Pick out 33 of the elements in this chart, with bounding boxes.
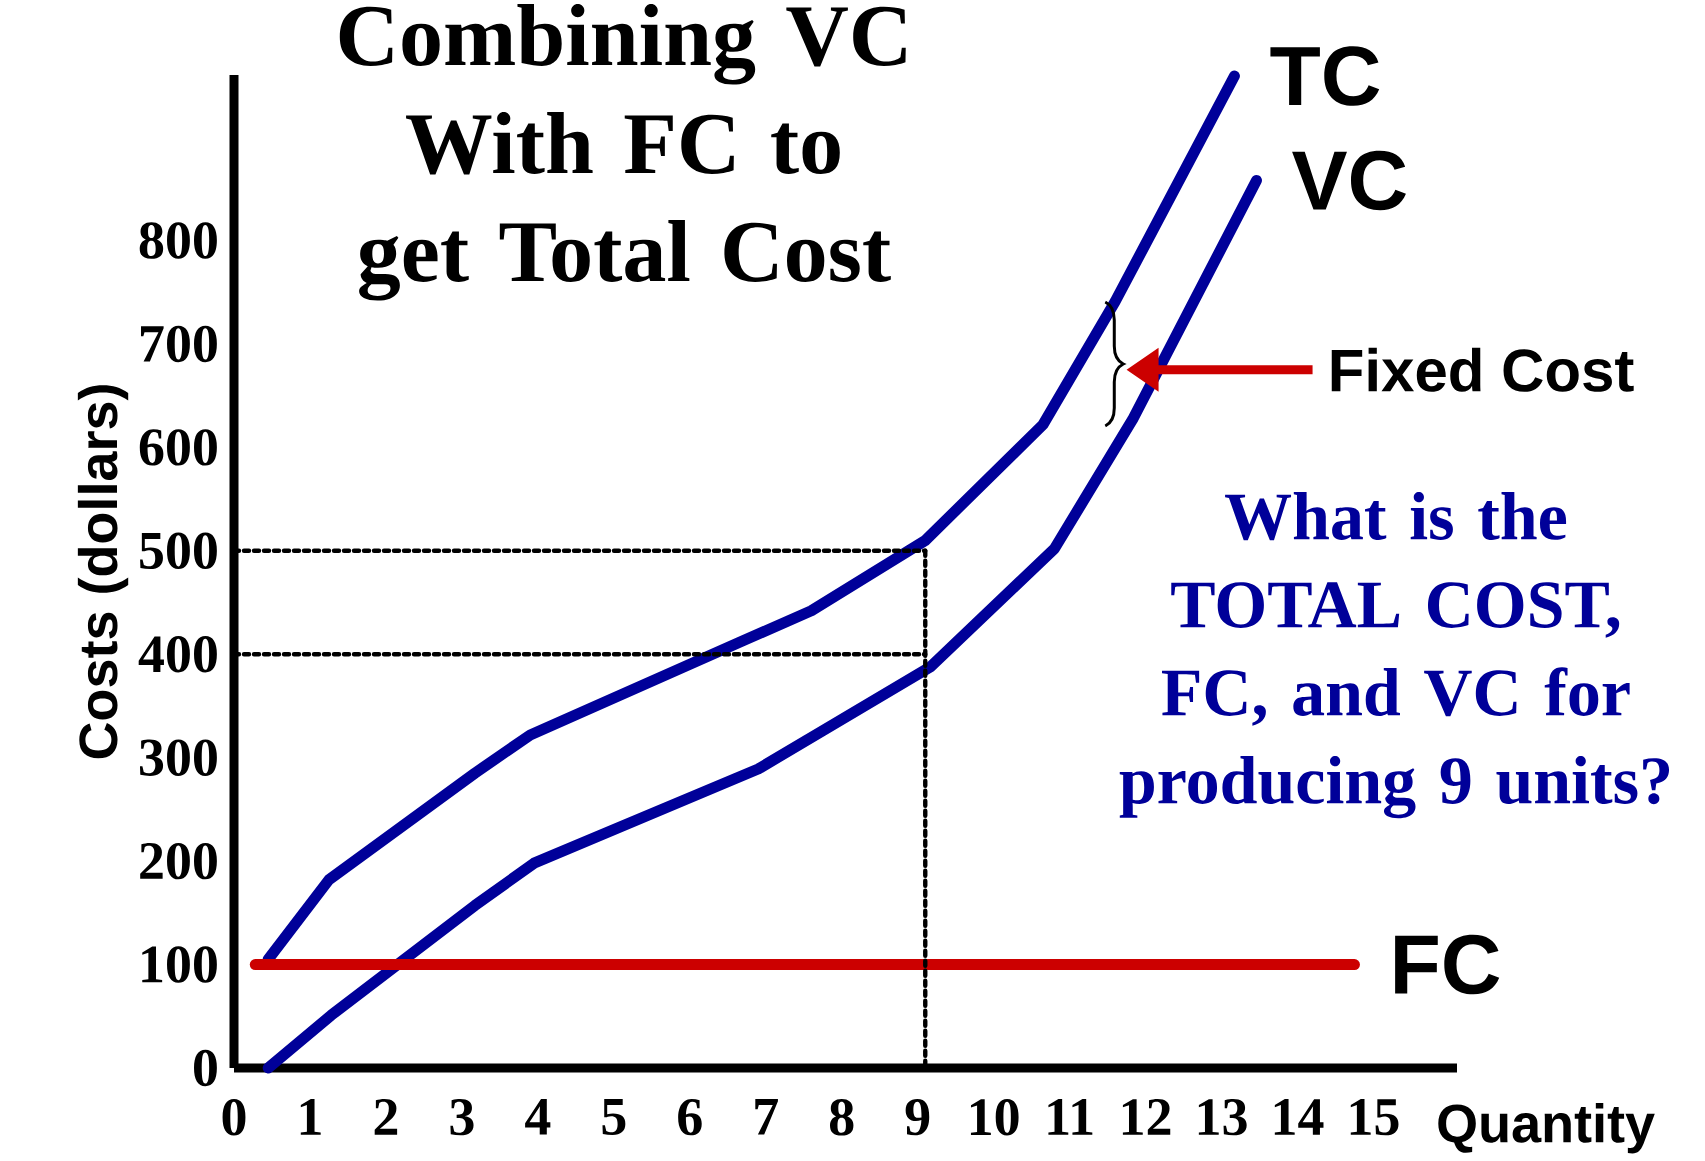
annotation: What is the TOTAL COST, FC, and VC for producing 9 units? <box>1119 492 1670 819</box>
y-tick-label: 500 <box>140 532 217 570</box>
x-tick-label: 13 <box>1198 1099 1247 1136</box>
chart-title: Combining VC With FC to get Total Cost <box>339 4 906 301</box>
x-tick-label: 7 <box>755 1099 778 1135</box>
y-tick-label: 0 <box>194 1049 217 1087</box>
y-tick-label: 700 <box>141 325 217 363</box>
x-tick-label: 11 <box>1048 1099 1093 1135</box>
series-label: TC <box>1270 46 1380 106</box>
x-tick-label: 2 <box>374 1099 398 1135</box>
x-tick-label: 3 <box>450 1099 474 1136</box>
x-tick-label: 5 <box>602 1099 626 1135</box>
y-tick-label: 600 <box>139 429 217 466</box>
y-axis-title: Costs (dollars) <box>77 385 129 759</box>
x-tick-label: 12 <box>1122 1099 1171 1135</box>
x-tick-label: 14 <box>1274 1099 1324 1135</box>
x-tick-label: 10 <box>970 1099 1019 1136</box>
series-label: VC <box>1292 150 1406 211</box>
y-tick-label: 300 <box>139 739 217 776</box>
y-tick-label: 400 <box>138 636 217 673</box>
x-tick-label: 8 <box>829 1099 854 1136</box>
x-tick-label: 15 <box>1350 1099 1399 1136</box>
x-tick-label: 0 <box>222 1099 246 1136</box>
y-tick-label: 100 <box>142 946 217 983</box>
x-axis-title: Quantity <box>1438 1103 1655 1154</box>
series-label: FC <box>1395 934 1500 995</box>
x-tick-label: 1 <box>300 1099 321 1135</box>
annotation: Fixed Cost <box>1331 347 1634 392</box>
x-tick-label: 9 <box>905 1099 930 1136</box>
y-tick-label: 800 <box>139 222 217 259</box>
x-tick-label: 6 <box>678 1099 702 1136</box>
y-tick-label: 200 <box>140 842 217 880</box>
x-tick-label: 4 <box>525 1099 551 1135</box>
